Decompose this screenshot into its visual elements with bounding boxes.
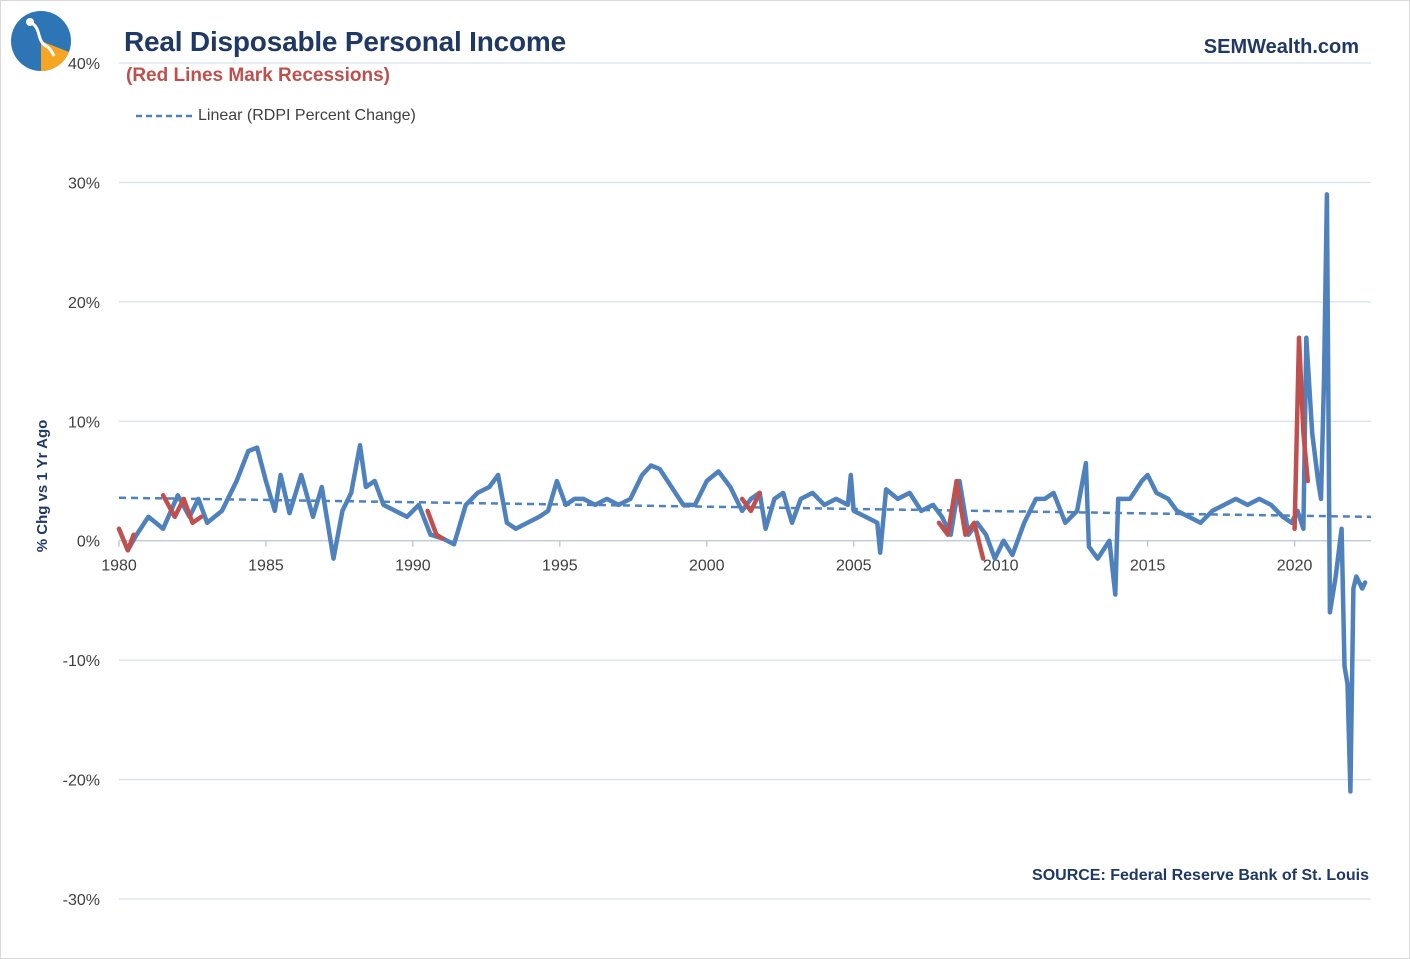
x-tick-label: 1990: [395, 558, 431, 575]
series-line: [116, 192, 1368, 794]
x-tick-label: 2010: [983, 558, 1019, 575]
x-tick-label: 1985: [248, 558, 284, 575]
source-note: SOURCE: Federal Reserve Bank of St. Loui…: [1032, 867, 1369, 884]
recession-segment: [425, 508, 445, 541]
y-tick-label: -10%: [63, 653, 100, 670]
y-tick-label: -20%: [63, 773, 100, 790]
recession-segment: [936, 478, 986, 561]
y-tick-label: 10%: [68, 414, 100, 431]
gridlines: [119, 62, 1371, 900]
y-tick-label: -30%: [63, 892, 100, 909]
x-tick-label: 2020: [1277, 558, 1313, 575]
brand-link[interactable]: SEMWealth.com: [1203, 36, 1359, 58]
recession-segment: [739, 490, 762, 514]
x-tick-label: 2005: [836, 558, 872, 575]
series-layer: [116, 192, 1372, 794]
x-tick-label: 1995: [542, 558, 578, 575]
semwealth-logo-icon: [11, 11, 71, 72]
x-tick-label: 1980: [101, 558, 137, 575]
x-tick-label: 2015: [1130, 558, 1166, 575]
legend: Linear (RDPI Percent Change): [136, 105, 416, 127]
y-tick-label: 0%: [77, 534, 100, 551]
recession-segment: [160, 493, 204, 526]
y-tick-label: 40%: [68, 56, 100, 73]
chart-title: Real Disposable Personal Income: [124, 26, 566, 57]
y-tick-label: 30%: [68, 175, 100, 192]
x-tick-label: 2000: [689, 558, 725, 575]
y-tick-label: 20%: [68, 295, 100, 312]
chart-subtitle: (Red Lines Mark Recessions): [126, 65, 390, 86]
y-axis-label: % Chg vs 1 Yr Ago: [34, 420, 51, 553]
x-axis-ticks: 1980 1985 1990 1995 2000 2005 2010 2015 2020: [101, 540, 1313, 575]
y-axis-ticks: 40% 30% 20% 10% 0% -10% -20% -30%: [63, 56, 100, 909]
recession-segment: [116, 526, 136, 553]
recession-segment: [1292, 335, 1311, 532]
legend-trend-label: Linear (RDPI Percent Change): [198, 107, 416, 124]
